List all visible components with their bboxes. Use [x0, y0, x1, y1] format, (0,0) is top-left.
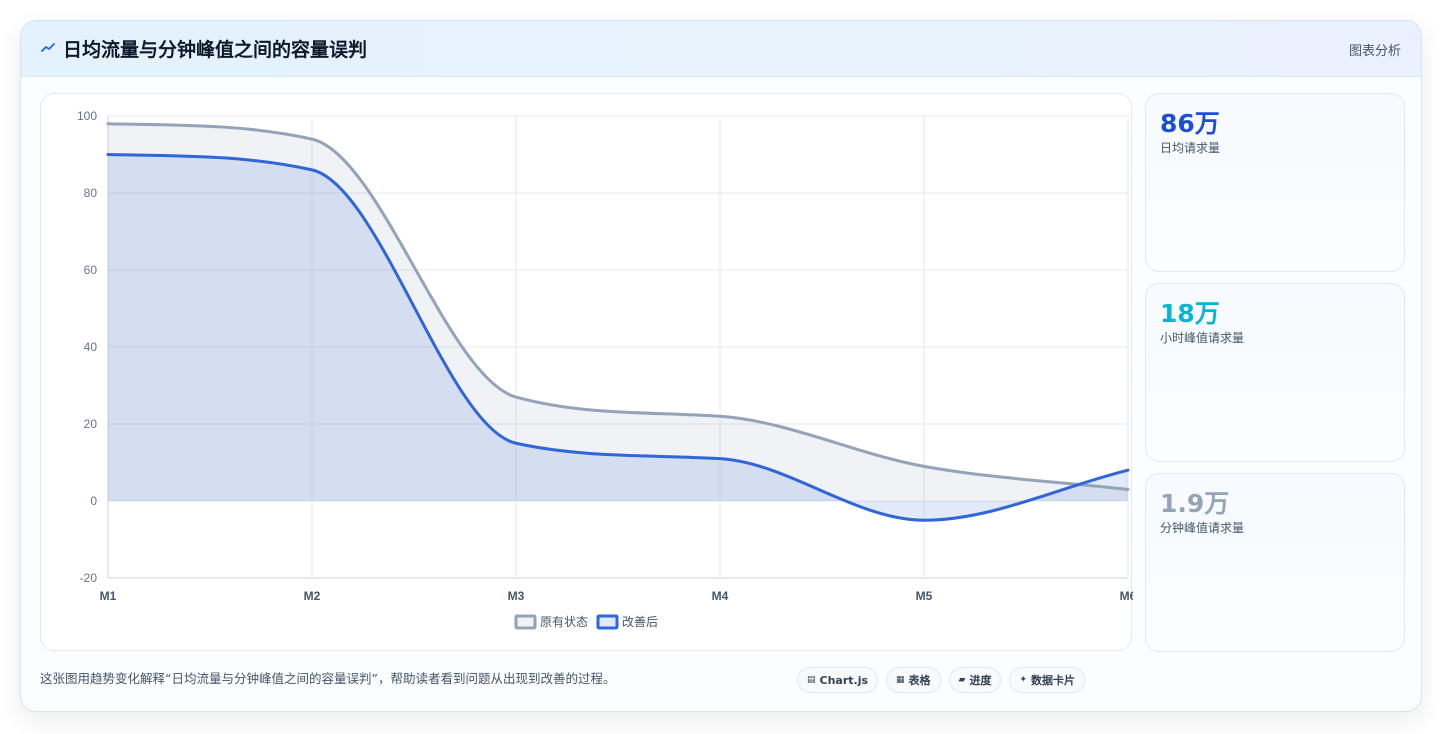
stat-value: 18万	[1160, 299, 1220, 328]
card-icon: ✦	[1019, 675, 1028, 685]
x-tick-label: M3	[508, 589, 525, 603]
chart-analysis-link[interactable]: 图表分析	[1348, 44, 1401, 59]
y-tick-label: -20	[80, 571, 98, 585]
chip-label: Chart.js	[819, 673, 869, 687]
table-icon: ▦	[896, 675, 905, 685]
chip-label: 表格	[908, 674, 931, 687]
legend-label: 原有状态	[540, 615, 588, 629]
y-tick-label: 0	[90, 494, 97, 508]
progress-icon: ▰	[958, 675, 966, 685]
card-header: 日均流量与分钟峰值之间的容量误判 图表分析	[21, 21, 1421, 77]
stat-value: 86万	[1160, 109, 1220, 138]
trend-icon	[41, 43, 55, 52]
x-tick-label: M5	[916, 589, 933, 603]
x-tick-label: M2	[304, 589, 321, 603]
legend-label: 改善后	[622, 614, 658, 629]
stat-card-daily: 86万 日均请求量	[1145, 93, 1405, 272]
stat-label: 分钟峰值请求量	[1160, 521, 1245, 535]
chip-table[interactable]: ▦ 表格	[886, 667, 941, 693]
chip-label: 进度	[969, 674, 992, 687]
stat-label: 日均请求量	[1160, 141, 1221, 155]
y-tick-label: 60	[84, 263, 98, 277]
stat-card-minute: 1.9万 分钟峰值请求量	[1145, 473, 1405, 652]
stat-value: 1.9万	[1160, 489, 1230, 518]
tag-chips: ▤ Chart.js ▦ 表格 ▰ 进度 ✦ 数据卡片	[797, 667, 1086, 693]
y-tick-label: 40	[84, 340, 98, 354]
chip-data-card[interactable]: ✦ 数据卡片	[1009, 667, 1086, 693]
y-tick-label: 80	[84, 186, 98, 200]
legend-swatch	[514, 614, 537, 630]
y-tick-label: 100	[77, 109, 97, 123]
x-tick-label: M6	[1120, 589, 1133, 603]
x-tick-label: M1	[100, 589, 117, 603]
x-tick-label: M4	[712, 589, 729, 603]
y-tick-label: 20	[84, 417, 98, 431]
chart-icon: ▤	[807, 675, 816, 685]
stat-label: 小时峰值请求量	[1160, 331, 1245, 345]
series-line-1	[106, 122, 1130, 491]
grid-lines	[107, 115, 1129, 579]
chart-card: 日均流量与分钟峰值之间的容量误判 图表分析 100 80 60 40 20 0 -20 M1 M…	[20, 20, 1422, 712]
chip-label: 数据卡片	[1031, 674, 1076, 687]
chip-progress[interactable]: ▰ 进度	[948, 667, 1002, 693]
chart-caption: 这张图用趋势变化解释“日均流量与分钟峰值之间的容量误判”，帮助读者看到问题从出现…	[40, 671, 616, 686]
stat-card-hourly: 18万 小时峰值请求量	[1145, 283, 1405, 462]
legend-swatch	[596, 614, 619, 630]
chip-chartjs[interactable]: ▤ Chart.js	[797, 667, 879, 693]
page-title: 日均流量与分钟峰值之间的容量误判	[63, 39, 368, 61]
series-area-2	[108, 154, 1128, 521]
series-line-2	[106, 153, 1130, 522]
